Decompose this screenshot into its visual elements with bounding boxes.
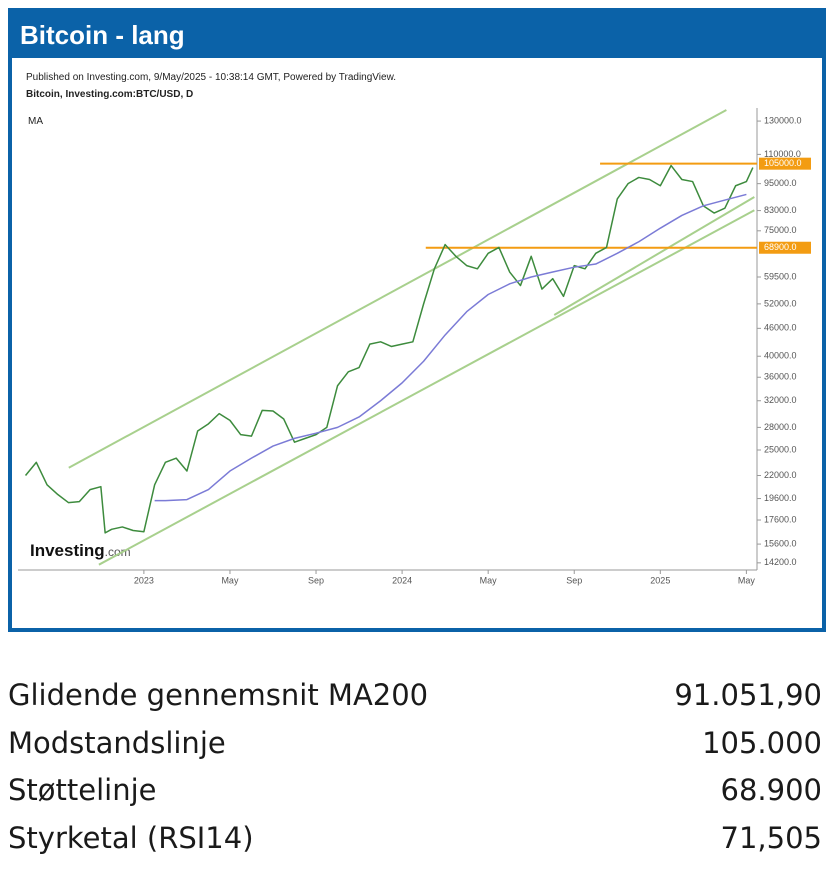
row-value: 91.051,90	[674, 678, 822, 712]
y-tick-label: 83000.0	[764, 205, 797, 215]
y-tick-label: 32000.0	[764, 395, 797, 405]
trend-line	[98, 209, 755, 566]
x-tick-label: Sep	[566, 575, 582, 585]
row-value: 105.000	[702, 725, 822, 760]
row-label: Glidende gennemsnit MA200	[8, 678, 429, 712]
x-tick-label: 2023	[134, 575, 154, 585]
trend-line	[553, 196, 755, 316]
level-tag	[759, 241, 811, 254]
y-tick-label: 130000.0	[764, 115, 802, 125]
row-label: Støttelinje	[8, 773, 157, 807]
x-tick-label: Sep	[308, 575, 324, 585]
level-label: 105000.0	[764, 158, 802, 168]
row-value: 68.900	[720, 773, 822, 807]
header-title: Bitcoin - lang	[20, 20, 185, 50]
table-row: Støttelinje 68.900	[8, 773, 822, 807]
indicator: MA	[28, 116, 43, 127]
table-row: Modstandslinje 105.000	[8, 726, 822, 760]
series-line	[154, 193, 747, 502]
x-tick-label: 2025	[650, 575, 670, 585]
y-tick-label: 75000.0	[764, 225, 797, 235]
y-tick-label: 25000.0	[764, 444, 797, 454]
y-tick-label: 52000.0	[764, 298, 797, 308]
x-tick-label: May	[221, 575, 239, 585]
x-tick-label: 2024	[392, 575, 412, 585]
y-tick-label: 110000.0	[764, 149, 801, 159]
row-label: Modstandslinje	[8, 725, 226, 760]
x-tick-label: May	[480, 575, 498, 585]
y-tick-label: 19600.0	[764, 493, 797, 503]
logo: Investing.com	[30, 541, 131, 560]
table-row: Glidende gennemsnit MA200 91.051,90	[8, 678, 822, 712]
x-tick-label: May	[738, 575, 756, 585]
chart-panel	[12, 58, 822, 628]
source: Published on Investing.com, 9/May/2025 -…	[26, 72, 396, 83]
y-tick-label: 28000.0	[764, 422, 797, 432]
trend-line	[68, 109, 727, 469]
y-tick-label: 17600.0	[764, 514, 797, 524]
y-tick-label: 59500.0	[764, 271, 797, 281]
y-tick-label: 15600.0	[764, 538, 797, 548]
y-tick-label: 36000.0	[764, 372, 797, 382]
y-tick-label: 40000.0	[764, 351, 797, 361]
y-tick-label: 14200.0	[764, 557, 797, 567]
logo-suffix: .com	[105, 545, 131, 559]
row-value: 71,505	[720, 820, 822, 855]
row-label: Styrketal (RSI14)	[8, 820, 254, 855]
table-row: Styrketal (RSI14) 71,505	[8, 821, 822, 855]
logo-text: Investing	[30, 541, 105, 560]
y-tick-label: 46000.0	[764, 323, 797, 333]
series-line	[24, 164, 754, 534]
y-tick-label: 95000.0	[764, 178, 797, 188]
chart: Bitcoin - lang Published on Investing.co…	[8, 8, 826, 632]
subtitle: Bitcoin, Investing.com:BTC/USD, D	[26, 89, 193, 100]
y-tick-label: 22000.0	[764, 470, 797, 480]
level-tag	[759, 157, 811, 170]
level-label: 68900.0	[764, 242, 797, 252]
